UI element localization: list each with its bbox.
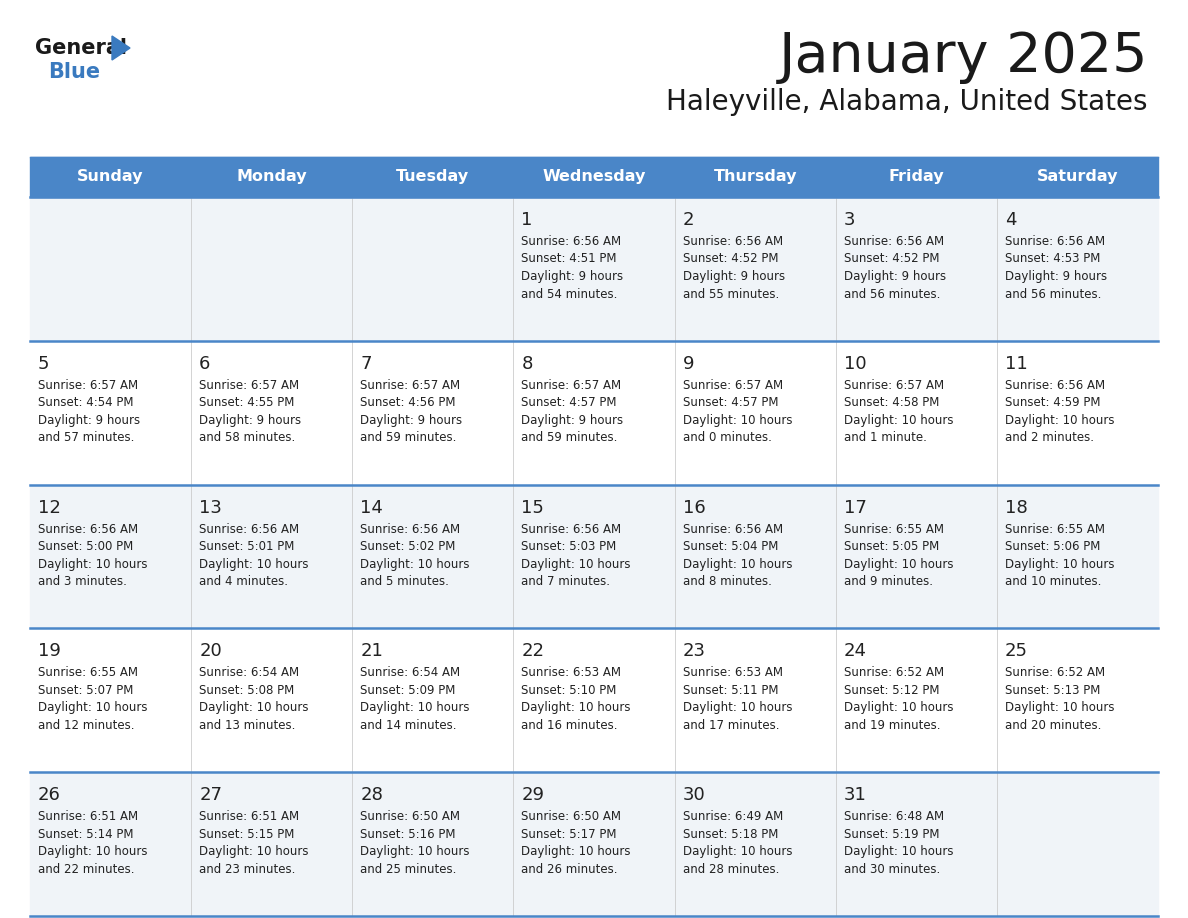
Text: 21: 21 [360,643,384,660]
Text: 12: 12 [38,498,61,517]
Bar [30,341,1158,485]
Polygon shape [112,36,129,60]
Text: Sunrise: 6:56 AM
Sunset: 4:52 PM
Daylight: 9 hours
and 55 minutes.: Sunrise: 6:56 AM Sunset: 4:52 PM Dayligh… [683,235,785,300]
Text: Sunrise: 6:56 AM
Sunset: 4:51 PM
Daylight: 9 hours
and 54 minutes.: Sunrise: 6:56 AM Sunset: 4:51 PM Dayligh… [522,235,624,300]
Text: Sunrise: 6:54 AM
Sunset: 5:09 PM
Daylight: 10 hours
and 14 minutes.: Sunrise: 6:54 AM Sunset: 5:09 PM Dayligh… [360,666,469,732]
Text: Sunrise: 6:56 AM
Sunset: 5:00 PM
Daylight: 10 hours
and 3 minutes.: Sunrise: 6:56 AM Sunset: 5:00 PM Dayligh… [38,522,147,588]
Text: 5: 5 [38,354,50,373]
Bar [30,197,1158,341]
Text: 15: 15 [522,498,544,517]
Text: Sunrise: 6:55 AM
Sunset: 5:07 PM
Daylight: 10 hours
and 12 minutes.: Sunrise: 6:55 AM Sunset: 5:07 PM Dayligh… [38,666,147,732]
Bar [30,772,1158,916]
Text: Sunrise: 6:56 AM
Sunset: 5:04 PM
Daylight: 10 hours
and 8 minutes.: Sunrise: 6:56 AM Sunset: 5:04 PM Dayligh… [683,522,792,588]
Text: Sunrise: 6:57 AM
Sunset: 4:58 PM
Daylight: 10 hours
and 1 minute.: Sunrise: 6:57 AM Sunset: 4:58 PM Dayligh… [843,379,953,444]
Text: Sunrise: 6:49 AM
Sunset: 5:18 PM
Daylight: 10 hours
and 28 minutes.: Sunrise: 6:49 AM Sunset: 5:18 PM Dayligh… [683,811,792,876]
Text: January 2025: January 2025 [778,30,1148,84]
Text: 3: 3 [843,211,855,229]
Text: Sunrise: 6:50 AM
Sunset: 5:17 PM
Daylight: 10 hours
and 26 minutes.: Sunrise: 6:50 AM Sunset: 5:17 PM Dayligh… [522,811,631,876]
Text: 29: 29 [522,786,544,804]
Text: Sunrise: 6:56 AM
Sunset: 4:52 PM
Daylight: 9 hours
and 56 minutes.: Sunrise: 6:56 AM Sunset: 4:52 PM Dayligh… [843,235,946,300]
Text: Sunrise: 6:51 AM
Sunset: 5:14 PM
Daylight: 10 hours
and 22 minutes.: Sunrise: 6:51 AM Sunset: 5:14 PM Dayligh… [38,811,147,876]
Text: Friday: Friday [889,170,944,185]
Text: Haleyville, Alabama, United States: Haleyville, Alabama, United States [666,88,1148,116]
Text: General: General [34,38,127,58]
Text: 22: 22 [522,643,544,660]
Text: 8: 8 [522,354,532,373]
Text: 25: 25 [1005,643,1028,660]
Text: 9: 9 [683,354,694,373]
Text: Thursday: Thursday [713,170,797,185]
Text: 10: 10 [843,354,866,373]
Text: Sunrise: 6:57 AM
Sunset: 4:56 PM
Daylight: 9 hours
and 59 minutes.: Sunrise: 6:57 AM Sunset: 4:56 PM Dayligh… [360,379,462,444]
Text: 30: 30 [683,786,706,804]
Text: Wednesday: Wednesday [542,170,646,185]
Text: Sunrise: 6:55 AM
Sunset: 5:05 PM
Daylight: 10 hours
and 9 minutes.: Sunrise: 6:55 AM Sunset: 5:05 PM Dayligh… [843,522,953,588]
Text: Sunrise: 6:53 AM
Sunset: 5:10 PM
Daylight: 10 hours
and 16 minutes.: Sunrise: 6:53 AM Sunset: 5:10 PM Dayligh… [522,666,631,732]
Text: 31: 31 [843,786,866,804]
Text: Sunrise: 6:53 AM
Sunset: 5:11 PM
Daylight: 10 hours
and 17 minutes.: Sunrise: 6:53 AM Sunset: 5:11 PM Dayligh… [683,666,792,732]
Text: Sunrise: 6:57 AM
Sunset: 4:54 PM
Daylight: 9 hours
and 57 minutes.: Sunrise: 6:57 AM Sunset: 4:54 PM Dayligh… [38,379,140,444]
Text: Sunday: Sunday [77,170,144,185]
Text: Sunrise: 6:55 AM
Sunset: 5:06 PM
Daylight: 10 hours
and 10 minutes.: Sunrise: 6:55 AM Sunset: 5:06 PM Dayligh… [1005,522,1114,588]
Text: 17: 17 [843,498,866,517]
Text: 24: 24 [843,643,867,660]
Bar [30,629,1158,772]
Bar [30,485,1158,629]
Text: Sunrise: 6:56 AM
Sunset: 5:02 PM
Daylight: 10 hours
and 5 minutes.: Sunrise: 6:56 AM Sunset: 5:02 PM Dayligh… [360,522,469,588]
Text: 26: 26 [38,786,61,804]
Text: 13: 13 [200,498,222,517]
Text: Sunrise: 6:56 AM
Sunset: 5:01 PM
Daylight: 10 hours
and 4 minutes.: Sunrise: 6:56 AM Sunset: 5:01 PM Dayligh… [200,522,309,588]
Text: 19: 19 [38,643,61,660]
Text: 28: 28 [360,786,384,804]
Text: Sunrise: 6:52 AM
Sunset: 5:13 PM
Daylight: 10 hours
and 20 minutes.: Sunrise: 6:52 AM Sunset: 5:13 PM Dayligh… [1005,666,1114,732]
Text: Tuesday: Tuesday [397,170,469,185]
Text: 6: 6 [200,354,210,373]
Text: Sunrise: 6:52 AM
Sunset: 5:12 PM
Daylight: 10 hours
and 19 minutes.: Sunrise: 6:52 AM Sunset: 5:12 PM Dayligh… [843,666,953,732]
Text: 11: 11 [1005,354,1028,373]
Text: Sunrise: 6:48 AM
Sunset: 5:19 PM
Daylight: 10 hours
and 30 minutes.: Sunrise: 6:48 AM Sunset: 5:19 PM Dayligh… [843,811,953,876]
Text: Sunrise: 6:54 AM
Sunset: 5:08 PM
Daylight: 10 hours
and 13 minutes.: Sunrise: 6:54 AM Sunset: 5:08 PM Dayligh… [200,666,309,732]
Text: 14: 14 [360,498,384,517]
Text: 1: 1 [522,211,532,229]
Text: Sunrise: 6:56 AM
Sunset: 5:03 PM
Daylight: 10 hours
and 7 minutes.: Sunrise: 6:56 AM Sunset: 5:03 PM Dayligh… [522,522,631,588]
Text: 7: 7 [360,354,372,373]
Text: Saturday: Saturday [1037,170,1118,185]
Text: Sunrise: 6:57 AM
Sunset: 4:55 PM
Daylight: 9 hours
and 58 minutes.: Sunrise: 6:57 AM Sunset: 4:55 PM Dayligh… [200,379,302,444]
Text: 20: 20 [200,643,222,660]
Text: 16: 16 [683,498,706,517]
Text: Blue: Blue [48,62,100,82]
Text: Sunrise: 6:50 AM
Sunset: 5:16 PM
Daylight: 10 hours
and 25 minutes.: Sunrise: 6:50 AM Sunset: 5:16 PM Dayligh… [360,811,469,876]
Text: Sunrise: 6:57 AM
Sunset: 4:57 PM
Daylight: 10 hours
and 0 minutes.: Sunrise: 6:57 AM Sunset: 4:57 PM Dayligh… [683,379,792,444]
Text: Sunrise: 6:57 AM
Sunset: 4:57 PM
Daylight: 9 hours
and 59 minutes.: Sunrise: 6:57 AM Sunset: 4:57 PM Dayligh… [522,379,624,444]
Text: Sunrise: 6:56 AM
Sunset: 4:59 PM
Daylight: 10 hours
and 2 minutes.: Sunrise: 6:56 AM Sunset: 4:59 PM Dayligh… [1005,379,1114,444]
Text: Sunrise: 6:56 AM
Sunset: 4:53 PM
Daylight: 9 hours
and 56 minutes.: Sunrise: 6:56 AM Sunset: 4:53 PM Dayligh… [1005,235,1107,300]
Text: 18: 18 [1005,498,1028,517]
Text: Monday: Monday [236,170,307,185]
Text: 2: 2 [683,211,694,229]
Text: 23: 23 [683,643,706,660]
Text: 4: 4 [1005,211,1017,229]
Bar [30,157,1158,197]
Text: Sunrise: 6:51 AM
Sunset: 5:15 PM
Daylight: 10 hours
and 23 minutes.: Sunrise: 6:51 AM Sunset: 5:15 PM Dayligh… [200,811,309,876]
Text: 27: 27 [200,786,222,804]
